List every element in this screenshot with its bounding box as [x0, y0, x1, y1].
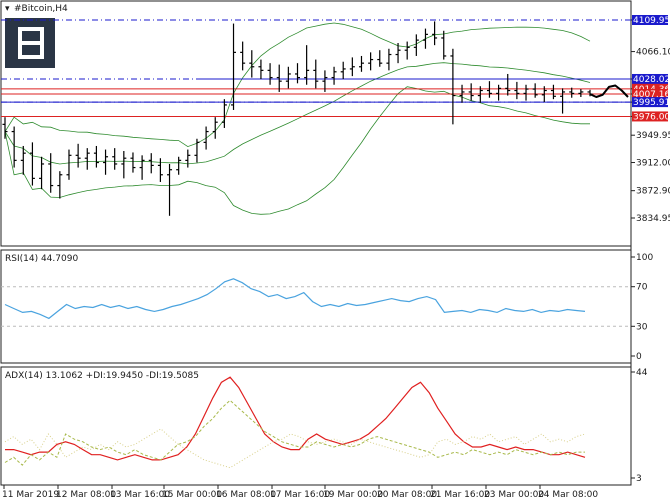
rsi-ytick-label: 30 [636, 322, 648, 332]
rsi-title: RSI(14) 44.7090 [5, 254, 78, 264]
x-tick-label: 20 Mar 08:00 [377, 490, 437, 500]
x-tick-label: 19 Mar 00:00 [323, 490, 383, 500]
rsi-ytick-label: 70 [636, 283, 648, 293]
adx-ytick-label: 44 [636, 368, 648, 378]
adx-ytick-label: 3 [636, 474, 642, 484]
adx-title: ADX(14) 13.1062 +DI:19.9450 -DI:19.5085 [5, 371, 199, 381]
x-tick-label: 23 Mar 00:00 [484, 490, 544, 500]
price-ytick-label: 3872.90 [636, 187, 670, 197]
di-plus-line [4, 399, 585, 466]
x-tick-label: 17 Mar 16:00 [270, 490, 330, 500]
level-tag [632, 97, 668, 108]
x-tick-label: 12 Mar 08:00 [56, 490, 116, 500]
price-panel-frame [0, 0, 632, 247]
window-title-marker[interactable]: ▾ [5, 4, 10, 14]
level-tag [632, 83, 668, 94]
bollinger-lower-band [4, 86, 590, 215]
level-label: 3976.00 [633, 112, 670, 122]
level-label: 4007.16 [633, 90, 670, 100]
forecast-curve [589, 84, 629, 98]
x-tick-label: 11 Mar 2019 [2, 490, 59, 500]
level-label: 4028.02 [633, 75, 670, 85]
level-label: 3995.91 [633, 98, 670, 108]
rsi-ytick-label: 0 [636, 352, 642, 362]
level-tag [632, 73, 668, 84]
level-tag [632, 111, 668, 122]
price-ytick-label: 3834.95 [636, 214, 670, 224]
price-ytick-label: 3949.95 [636, 131, 670, 141]
level-label: 4109.95 [633, 16, 670, 26]
rsi-line [4, 278, 586, 320]
level-tag [632, 15, 668, 25]
x-tick-label: 21 Mar 16:00 [430, 490, 490, 500]
x-tick-label: 13 Mar 16:00 [110, 490, 170, 500]
x-tick-label: 24 Mar 08:00 [538, 490, 598, 500]
adx-line [5, 376, 586, 461]
di-minus-line [4, 428, 586, 469]
bollinger-middle-band [4, 62, 591, 165]
x-tick-label: 16 Mar 08:00 [216, 490, 276, 500]
price-ytick-label: 4066.10 [636, 48, 670, 58]
bollinger-upper-band [4, 22, 591, 148]
window-title: #Bitcoin,H4 [14, 4, 68, 14]
brand-logo: E [5, 18, 55, 68]
x-tick-label: 15 Mar 00:00 [162, 490, 222, 500]
rsi-ytick-label: 100 [636, 253, 653, 263]
price-ytick-label: 3912.00 [636, 159, 670, 169]
adx-panel-frame [0, 366, 632, 486]
level-tag [632, 89, 668, 100]
